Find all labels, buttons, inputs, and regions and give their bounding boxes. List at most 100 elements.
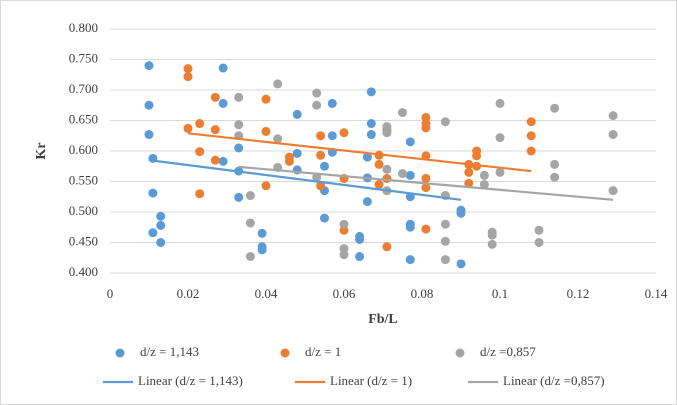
point bbox=[440, 255, 450, 265]
y-tick-label: 0.700 bbox=[69, 81, 98, 96]
point bbox=[479, 180, 489, 190]
point bbox=[245, 218, 255, 228]
legend-label: Linear (d/z = 1) bbox=[330, 373, 412, 388]
point bbox=[261, 181, 271, 191]
point bbox=[398, 169, 407, 179]
y-tick-label: 0.450 bbox=[69, 233, 98, 248]
point bbox=[245, 191, 255, 201]
legend-label: d/z = 1 bbox=[305, 344, 341, 359]
point bbox=[195, 119, 205, 129]
point bbox=[320, 161, 329, 171]
legend-label: d/z =0,857 bbox=[480, 344, 536, 359]
point bbox=[440, 219, 450, 229]
point bbox=[374, 159, 384, 169]
point bbox=[355, 234, 365, 244]
point bbox=[495, 133, 505, 143]
point bbox=[273, 134, 283, 144]
point bbox=[405, 170, 415, 180]
legend-marker bbox=[455, 348, 465, 358]
point bbox=[526, 131, 536, 141]
point bbox=[257, 228, 267, 238]
point bbox=[421, 173, 431, 183]
point bbox=[534, 238, 544, 247]
point bbox=[292, 109, 302, 119]
point bbox=[382, 173, 392, 183]
point bbox=[234, 143, 244, 153]
y-axis-title: Kr bbox=[34, 142, 49, 159]
point bbox=[550, 103, 560, 113]
y-tick-label: 0.800 bbox=[69, 20, 98, 35]
point bbox=[156, 238, 166, 247]
point bbox=[472, 151, 482, 161]
point bbox=[156, 211, 166, 221]
point bbox=[183, 123, 193, 133]
trend-line bbox=[238, 165, 614, 201]
point bbox=[316, 181, 326, 191]
point bbox=[366, 130, 376, 140]
x-tick-label: 0.08 bbox=[411, 286, 434, 301]
point bbox=[464, 178, 474, 188]
x-tick-label: 0.14 bbox=[645, 286, 668, 301]
point bbox=[210, 125, 220, 135]
point bbox=[362, 197, 372, 207]
point bbox=[421, 151, 431, 161]
point bbox=[183, 64, 193, 74]
point bbox=[398, 108, 407, 118]
point bbox=[327, 131, 337, 141]
legend-label: d/z = 1,143 bbox=[140, 344, 199, 359]
point bbox=[218, 63, 228, 73]
point bbox=[327, 98, 337, 108]
x-axis-title: Fb/L bbox=[368, 312, 398, 327]
point bbox=[464, 167, 474, 177]
point bbox=[440, 236, 450, 246]
point bbox=[218, 98, 228, 108]
point bbox=[144, 130, 154, 140]
point bbox=[320, 213, 329, 223]
point bbox=[405, 137, 415, 147]
x-tick-label: 0.06 bbox=[333, 286, 356, 301]
point bbox=[355, 252, 365, 262]
point bbox=[479, 170, 489, 180]
y-tick-label: 0.600 bbox=[69, 142, 98, 157]
point bbox=[234, 192, 244, 202]
point bbox=[440, 117, 450, 127]
point bbox=[550, 159, 560, 169]
legend-label: Linear (d/z = 1,143) bbox=[138, 373, 243, 388]
point bbox=[382, 242, 392, 252]
trend-line bbox=[148, 159, 462, 201]
y-tick-label: 0.500 bbox=[69, 203, 98, 218]
point bbox=[526, 117, 536, 127]
point bbox=[312, 88, 322, 98]
point bbox=[218, 156, 228, 166]
point bbox=[487, 230, 497, 240]
point bbox=[366, 87, 376, 97]
point bbox=[608, 186, 618, 196]
point bbox=[374, 180, 384, 190]
point bbox=[382, 164, 392, 174]
point bbox=[257, 245, 267, 255]
point bbox=[234, 92, 244, 102]
point bbox=[339, 250, 349, 260]
point bbox=[421, 224, 431, 234]
y-tick-label: 0.650 bbox=[69, 111, 98, 126]
y-tick-label: 0.550 bbox=[69, 172, 98, 187]
point bbox=[245, 252, 255, 262]
point bbox=[608, 111, 618, 121]
point bbox=[550, 172, 560, 182]
point bbox=[210, 92, 220, 102]
point bbox=[312, 100, 322, 110]
point bbox=[405, 255, 415, 265]
legend-label: Linear (d/z =0,857) bbox=[503, 373, 605, 388]
point bbox=[456, 259, 466, 269]
point bbox=[316, 131, 326, 141]
point bbox=[234, 120, 244, 130]
point bbox=[148, 188, 158, 198]
point bbox=[526, 146, 536, 156]
point bbox=[421, 183, 431, 193]
point bbox=[339, 128, 349, 138]
x-tick-label: 0.1 bbox=[492, 286, 508, 301]
point bbox=[292, 148, 302, 158]
point bbox=[487, 239, 497, 249]
point bbox=[405, 222, 415, 232]
